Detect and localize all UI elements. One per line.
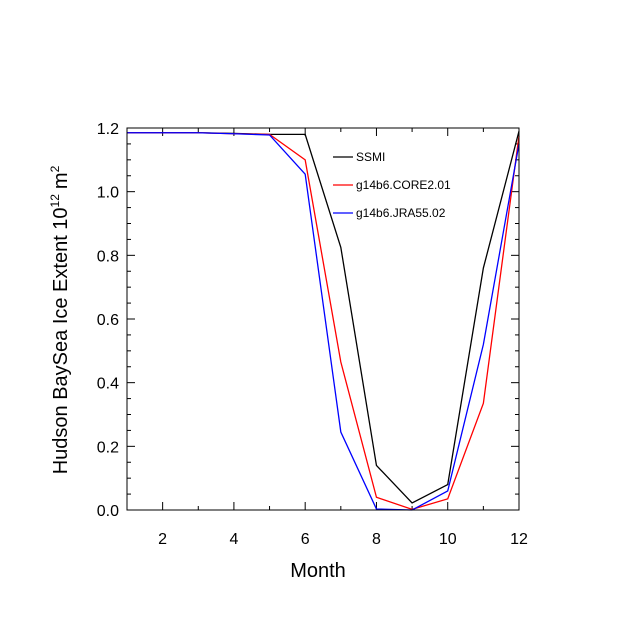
y-axis-title-unit-exponent: 2 <box>48 165 62 172</box>
x-tick-label: 4 <box>229 531 238 548</box>
x-tick-label: 8 <box>372 531 381 548</box>
y-tick-label: 1.0 <box>97 185 119 202</box>
y-axis-title-unit: m <box>50 172 72 189</box>
y-axis-title-main: Hudson BaySea Ice Extent 10 <box>50 207 72 474</box>
legend-label: SSMI <box>356 150 385 164</box>
series-lines <box>127 131 520 511</box>
legend-label: g14b6.JRA55.02 <box>356 206 446 220</box>
y-axis-title: Hudson BaySea Ice Extent 1012 m2 <box>48 165 72 474</box>
x-tick-label: 12 <box>510 531 528 548</box>
y-tick-label: 0.8 <box>97 248 119 265</box>
series-line-ssmi <box>127 131 520 504</box>
x-axis-title: Month <box>290 560 346 582</box>
plot-frame <box>126 127 520 511</box>
x-tick-label: 2 <box>158 531 167 548</box>
y-tick-label: 0.6 <box>97 312 119 329</box>
tick-labels: 2 4 6 8 10 12 0.0 0.2 0.4 0.6 0.8 1.0 1.2 <box>97 121 528 548</box>
y-axis-title-exponent: 12 <box>48 194 62 208</box>
y-tick-label: 1.2 <box>97 121 119 138</box>
y-tick-label: 0.4 <box>97 376 119 393</box>
x-tick-label: 6 <box>301 531 310 548</box>
axis-ticks <box>126 127 520 511</box>
y-tick-label: 0.0 <box>97 503 119 520</box>
legend-label: g14b6.CORE2.01 <box>356 178 451 192</box>
legend: SSMI g14b6.CORE2.01 g14b6.JRA55.02 <box>333 150 451 220</box>
series-line-g14b6-jra55-02 <box>127 132 520 511</box>
x-tick-label: 10 <box>439 531 457 548</box>
y-tick-label: 0.2 <box>97 439 119 456</box>
